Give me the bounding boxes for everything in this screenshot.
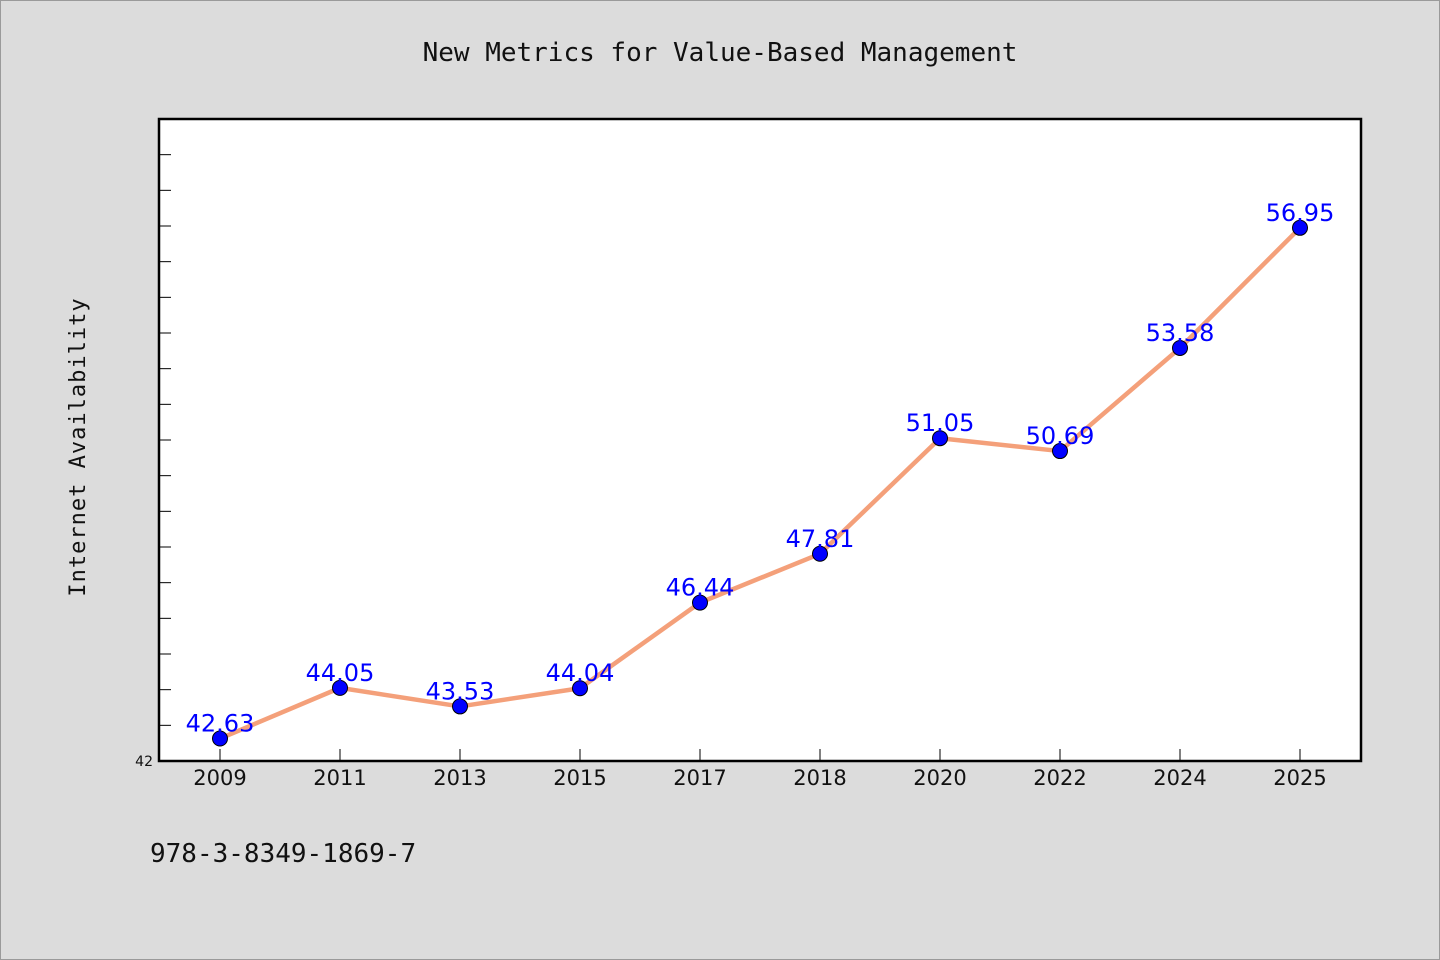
series-line — [217, 225, 1303, 741]
chart-title: New Metrics for Value-Based Management — [423, 38, 1018, 68]
data-point — [692, 594, 708, 611]
series: 42.63 44.05 43.53 44.04 46.44 47.81 51.05 50.69… — [186, 199, 1335, 747]
x-tick-label: 2024 — [1153, 766, 1206, 790]
x-tick-label: 2025 — [1273, 766, 1326, 790]
data-point — [452, 698, 468, 715]
data-label: 46.44 — [666, 574, 735, 602]
data-point — [812, 545, 828, 562]
data-point — [572, 680, 588, 697]
data-label: 47.81 — [786, 525, 855, 553]
y-axis-ticks: 42 — [135, 118, 171, 770]
data-point — [1292, 219, 1308, 236]
x-tick-label: 2011 — [313, 766, 366, 790]
data-label: 51.05 — [906, 409, 975, 437]
x-tick-label: 2009 — [193, 766, 246, 790]
y-tick-label: 42 — [135, 754, 153, 770]
data-point — [332, 679, 348, 696]
data-label: 42.63 — [186, 710, 255, 738]
data-label: 53.58 — [1146, 319, 1215, 347]
data-point — [1052, 443, 1068, 460]
x-tick-label: 2022 — [1033, 766, 1086, 790]
data-point — [212, 730, 228, 747]
data-label: 56.95 — [1266, 199, 1335, 227]
x-axis-ticks: 2009 2011 2013 2015 2017 2018 2020 2022 2024 2025 — [193, 749, 1327, 790]
x-tick-label: 2018 — [793, 766, 846, 790]
x-tick-label: 2020 — [913, 766, 966, 790]
data-label: 50.69 — [1026, 422, 1095, 450]
x-tick-label: 2017 — [673, 766, 726, 790]
data-label: 44.05 — [306, 659, 375, 687]
x-tick-label: 2013 — [433, 766, 486, 790]
data-label: 43.53 — [426, 677, 495, 705]
plot-area — [157, 117, 1363, 763]
data-point — [932, 430, 948, 447]
y-axis-label: Internet Availability — [66, 297, 91, 596]
data-label: 44.04 — [546, 659, 615, 687]
x-tick-label: 2015 — [553, 766, 606, 790]
isbn-footer: 978-3-8349-1869-7 — [150, 839, 416, 869]
data-point — [1172, 339, 1188, 356]
